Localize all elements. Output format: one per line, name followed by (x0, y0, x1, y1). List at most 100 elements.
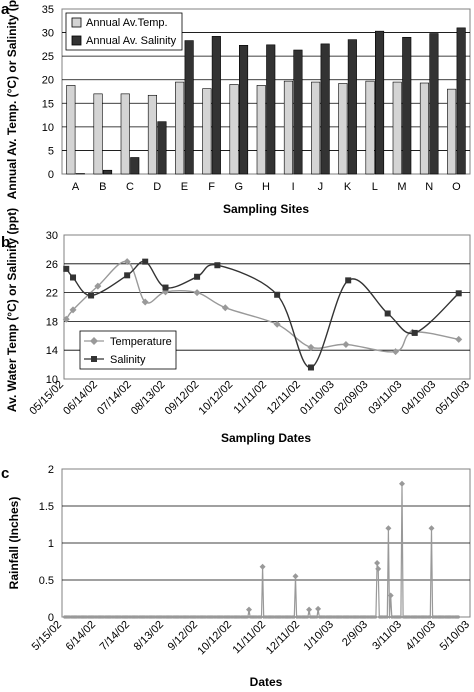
temp-bar-m (392, 81, 402, 175)
panel-b-label: b (1, 234, 10, 251)
salinity-point (88, 292, 95, 299)
panel-c-series (62, 480, 461, 619)
x-tick-label: G (235, 181, 244, 193)
y-tick-label: 26 (46, 259, 58, 271)
salinity-point (194, 273, 201, 280)
legend-label-temp: Annual Av.Temp. (86, 17, 168, 29)
salinity-point (162, 284, 169, 291)
x-tick-label: F (208, 181, 215, 193)
y-tick-label: 0 (48, 169, 54, 181)
legend-label-temperature: Temperature (110, 336, 172, 348)
panel-a-legend: Annual Av.Temp. Annual Av. Salinity (65, 12, 183, 51)
x-tick-label: H (262, 181, 270, 193)
temp-bar-j (311, 81, 321, 175)
temperature-point (94, 282, 102, 290)
panel-a-y-ticks: 0 5 10 15 20 25 30 35 (42, 4, 54, 181)
salinity-point (70, 274, 77, 281)
x-tick-label: O (452, 181, 461, 193)
rainfall-point (375, 565, 382, 572)
legend-swatch-temp (71, 17, 82, 28)
y-tick-label: 10 (42, 122, 54, 134)
salinity-point (274, 291, 281, 298)
legend-swatch-salinity (71, 35, 82, 46)
y-tick-label: 35 (42, 4, 54, 16)
rainfall-point (387, 592, 394, 599)
salinity-bar-h (266, 44, 276, 175)
rainfall-point (399, 615, 403, 619)
temp-bar-a (66, 85, 76, 175)
salinity-point (455, 290, 462, 297)
salinity-bar-l (374, 30, 385, 175)
rainfall-point (292, 615, 297, 619)
salinity-bar-d (157, 121, 167, 175)
legend-marker-temperature (90, 337, 98, 345)
panel-b-legend: Temperature Salinity (79, 330, 177, 370)
salinity-bar-c (130, 157, 140, 175)
temperature-point (307, 343, 315, 351)
temperature-point (123, 258, 131, 266)
rainfall-point (306, 606, 313, 613)
y-tick-label: 1 (48, 538, 54, 550)
y-tick-label: 14 (46, 345, 58, 357)
y-tick-label: 22 (46, 288, 58, 300)
x-tick-label: A (72, 181, 80, 193)
y-tick-label: 20 (42, 75, 54, 87)
salinity-bar-i (293, 49, 303, 175)
panel-c-label: c (1, 465, 9, 482)
rainfall-point (387, 615, 392, 619)
x-tick-label: C (126, 181, 134, 193)
temp-bar-o (447, 88, 457, 175)
panel-a-y-axis-title: Annual Av. Temp. (°C) or Salinity (ppt) (5, 0, 19, 199)
salinity-bar-j (320, 43, 330, 175)
temp-bar-e (175, 81, 185, 175)
salinity-bar-e (184, 40, 194, 175)
panel-c-x-axis-title: Dates (250, 675, 283, 689)
temp-bar-l (365, 80, 375, 175)
x-tick-label: M (397, 181, 406, 193)
temp-bar-f (202, 88, 212, 175)
temperature-point (455, 335, 463, 343)
salinity-bar-g (239, 44, 249, 175)
temp-bar-b (93, 93, 103, 175)
x-tick-label: K (344, 181, 352, 193)
rainfall-point (374, 560, 381, 566)
x-tick-label: D (153, 181, 161, 193)
y-tick-label: 18 (46, 316, 58, 328)
y-tick-label: 15 (42, 98, 54, 110)
x-tick-label: J (318, 181, 324, 193)
salinity-bar-f (211, 36, 221, 175)
temp-bar-i (283, 80, 294, 175)
panel-a-x-axis-title: Sampling Sites (223, 202, 309, 216)
salinity-bar-n (429, 33, 439, 175)
panel-b-y-ticks: 10 14 18 22 26 30 (46, 230, 58, 386)
rainfall-point (315, 615, 319, 619)
y-tick-label: 30 (42, 28, 54, 40)
rainfall-point (385, 525, 392, 532)
temperature-point (342, 340, 350, 348)
panel-c-chart: c 00.511.52 5/15/02 6/14/02 7/14/02 8/13/02… (1, 464, 472, 689)
salinity-point (411, 329, 418, 336)
panel-b-series (62, 258, 463, 371)
salinity-point (384, 310, 391, 317)
rainfall-point (259, 563, 266, 570)
panel-a-chart: a 0 5 10 15 20 25 30 35 A B C D E F G H I J K L M N O Annual … (1, 0, 471, 216)
salinity-point (214, 262, 221, 269)
panel-c-y-ticks: 0 0.5 1 1.5 2 (39, 464, 54, 624)
temperature-point (392, 348, 400, 356)
panel-a-label: a (1, 1, 10, 18)
rainfall-point (292, 573, 299, 580)
temp-bar-k (338, 83, 348, 175)
rainfall-point (306, 615, 310, 619)
rainfall-point (399, 480, 405, 487)
y-tick-label: 1.5 (39, 501, 54, 513)
y-tick-label: 10 (46, 374, 58, 386)
legend-label-salinity: Annual Av. Salinity (86, 35, 177, 47)
y-tick-label: 25 (42, 51, 54, 63)
rainfall-point (246, 615, 250, 619)
salinity-point (307, 364, 314, 371)
rainfall-point (374, 615, 378, 619)
panel-a-bars (66, 27, 466, 175)
y-tick-label: 2 (48, 464, 54, 476)
rainfall-point (315, 605, 322, 612)
